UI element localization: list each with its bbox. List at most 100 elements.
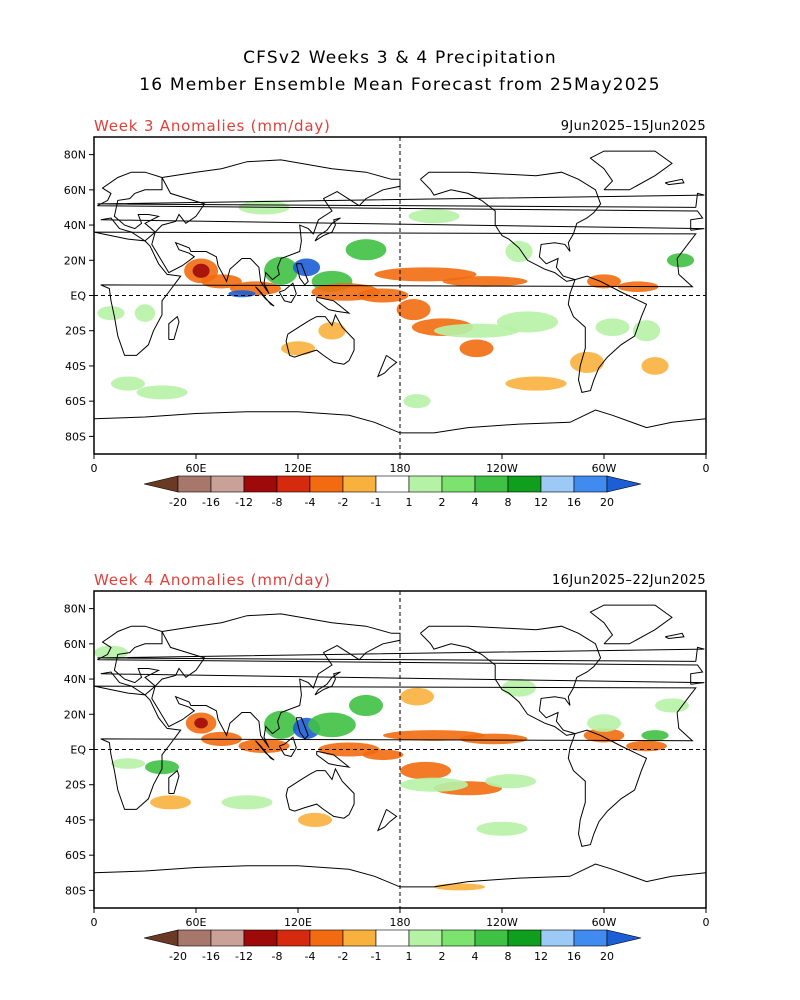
coastline [151, 613, 401, 748]
anomaly-region [632, 320, 661, 342]
anomaly-region [403, 394, 431, 409]
lon-label: 120E [284, 916, 312, 929]
colorbar-label: -2 [338, 496, 349, 509]
anomaly-region [476, 821, 528, 836]
coastline [589, 604, 673, 645]
anomaly-region [434, 323, 519, 338]
colorbar-swatch [177, 475, 212, 493]
anomaly-region [264, 256, 298, 285]
colorbar-swatch [540, 475, 575, 493]
colorbar-swatch [375, 475, 410, 493]
colorbar-swatch [507, 929, 542, 947]
colorbar-label: 20 [600, 950, 614, 963]
colorbar-swatch [309, 929, 344, 947]
coastline [295, 717, 309, 740]
colorbar-label: -16 [202, 496, 220, 509]
colorbar-swatch [474, 929, 509, 947]
anomaly-region [94, 645, 128, 660]
lat-label: 40N [64, 673, 86, 686]
chart-title-line2: 16 Member Ensemble Mean Forecast from 25… [139, 75, 661, 95]
colorbar-swatch [276, 929, 311, 947]
anomaly-region [136, 385, 188, 400]
anomaly-region [485, 774, 536, 789]
anomaly-region [400, 777, 468, 792]
colorbar-swatch [507, 475, 542, 493]
colorbar-swatch [177, 929, 212, 947]
coastline [567, 729, 648, 847]
colorbar-swatch [243, 929, 278, 947]
lon-label: 60E [186, 462, 207, 475]
lat-label: 20N [64, 708, 86, 721]
anomaly-region [281, 341, 315, 356]
anomaly-region [626, 740, 667, 752]
colorbar-swatch [573, 475, 608, 493]
anomaly-region [408, 209, 460, 224]
colorbar-swatch [342, 475, 377, 493]
coastline [255, 286, 275, 307]
colorbar-label: -2 [338, 950, 349, 963]
lat-label: EQ [70, 744, 86, 757]
lon-label: 180 [390, 462, 411, 475]
coastline [168, 315, 180, 340]
anomaly-region [459, 733, 528, 745]
anomaly-region [595, 318, 630, 337]
anomaly-region [505, 240, 533, 263]
colorbar-arrow-right [606, 475, 642, 493]
week3-panel-label: Week 3 Anomalies (mm/day) [94, 117, 331, 135]
colorbar-arrow-left [143, 929, 179, 947]
coastline [151, 159, 401, 294]
anomaly-region [134, 304, 156, 322]
lon-label: 0 [91, 916, 98, 929]
anomaly-region [362, 749, 404, 761]
colorbar-label: -16 [202, 950, 220, 963]
lat-label: 60N [64, 184, 86, 197]
lat-label: 40N [64, 219, 86, 232]
lon-label: 120E [284, 462, 312, 475]
coastline [255, 740, 275, 761]
coastline [314, 217, 341, 242]
colorbar-swatch [540, 929, 575, 947]
anomaly-region [434, 883, 485, 891]
coastline [94, 863, 706, 888]
anomaly-region [298, 812, 332, 827]
colorbar-swatch [210, 929, 245, 947]
colorbar-label: -12 [235, 950, 253, 963]
coastline [376, 354, 398, 378]
colorbar-label: 1 [406, 496, 413, 509]
colorbar-swatch [573, 929, 608, 947]
colorbar-label: 4 [472, 496, 479, 509]
coastline [97, 171, 705, 242]
anomaly-region [383, 730, 485, 741]
week3-colorbar: -20 -16 -12 -8 -4 -2 -1 1 2 4 8 12 16 20 [143, 475, 642, 509]
colorbar-label: -1 [371, 496, 382, 509]
week3-map-content [94, 137, 706, 454]
colorbar-label: 8 [505, 496, 512, 509]
anomaly-region [655, 698, 689, 713]
colorbar-label: -1 [371, 950, 382, 963]
colorbar-label: 2 [439, 496, 446, 509]
colorbar-label: -20 [169, 496, 187, 509]
week4-date-range: 16Jun2025–22Jun2025 [552, 573, 706, 588]
anomaly-region [400, 761, 451, 780]
coastline [97, 646, 705, 662]
colorbar-swatch [210, 475, 245, 493]
lon-label: 0 [703, 462, 710, 475]
coastline [97, 192, 705, 208]
colorbar-swatch [441, 475, 476, 493]
colorbar-swatch [474, 475, 509, 493]
week4-panel-label: Week 4 Anomalies (mm/day) [94, 571, 331, 589]
lon-label: 180 [390, 916, 411, 929]
lat-label: EQ [70, 290, 86, 303]
colorbar-label: -20 [169, 950, 187, 963]
lat-label: 40S [65, 814, 86, 827]
coastline [376, 808, 398, 832]
colorbar-label: 8 [505, 950, 512, 963]
lat-label: 80N [64, 603, 86, 616]
colorbar-swatch [408, 929, 443, 947]
colorbar-swatch [441, 929, 476, 947]
anomaly-region [264, 710, 298, 739]
colorbar-label: 4 [472, 950, 479, 963]
colorbar-swatch [375, 929, 410, 947]
colorbar-label: 1 [406, 950, 413, 963]
